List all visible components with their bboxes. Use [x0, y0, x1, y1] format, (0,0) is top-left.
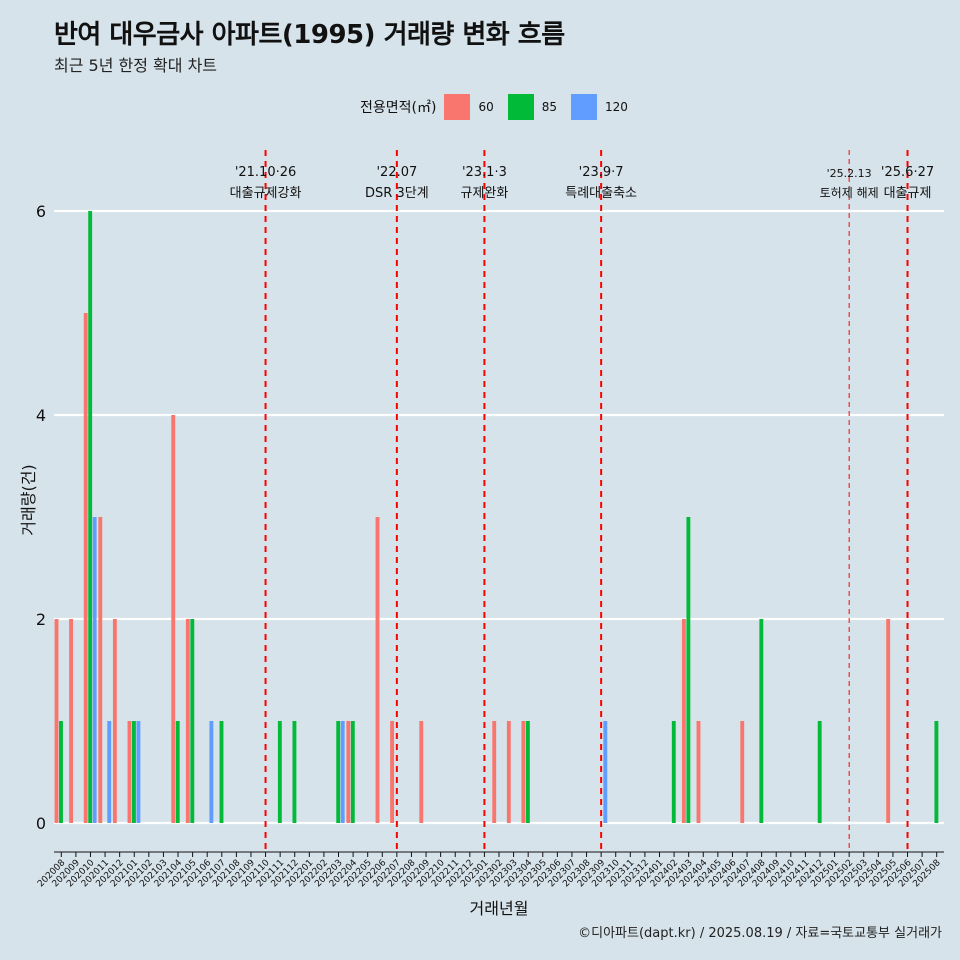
- bar-60-202207: [390, 721, 395, 823]
- bar-60-202209: [419, 721, 424, 823]
- x-axis-title: 거래년월: [470, 899, 529, 918]
- bar-85-202107: [219, 721, 224, 823]
- bar-85-202111: [277, 721, 282, 823]
- bar-60-202304: [521, 721, 526, 823]
- bar-60-202407: [740, 721, 745, 823]
- bar-60-202403: [681, 619, 686, 823]
- bar-85-202008: [59, 721, 63, 823]
- event-date-label: '23.9·7: [579, 165, 624, 180]
- bar-120-202309: [603, 721, 608, 823]
- bar-85-202104: [175, 721, 180, 823]
- y-tick-label: 6: [36, 202, 46, 221]
- bar-85-202010: [88, 211, 93, 823]
- event-date-label: '22.07: [376, 165, 417, 180]
- legend-item-60: 60: [444, 94, 494, 120]
- event-date-label: '25.6·27: [881, 165, 934, 180]
- bar-85-202112: [292, 721, 297, 823]
- bar-60-202105: [185, 619, 190, 823]
- bar-60-202012: [112, 619, 117, 823]
- bar-85-202304: [525, 721, 530, 823]
- bar-85-202105: [190, 619, 195, 823]
- bar-85-202508: [934, 721, 939, 823]
- event-label: DSR 3단계: [365, 186, 429, 201]
- legend-item-120: 120: [571, 94, 628, 120]
- legend-swatch-85: [507, 94, 534, 120]
- bar-120-202203: [340, 721, 345, 823]
- bar-85-202408: [759, 619, 764, 823]
- event-date-label: '21.10·26: [235, 165, 296, 180]
- bar-60-202010: [83, 313, 88, 823]
- bar-120-202011: [107, 721, 112, 823]
- bar-85-202204: [350, 721, 355, 823]
- event-label: 토허제 해제: [820, 186, 879, 200]
- legend-label-85: 85: [541, 100, 558, 114]
- event-date-label: '23.1·3: [462, 165, 507, 180]
- legend-swatch-120: [571, 94, 598, 120]
- bar-60-202303: [506, 721, 511, 823]
- legend: 전용면적(㎡) 60 85 120: [360, 93, 642, 121]
- event-date-label: '25.2.13: [827, 167, 872, 180]
- bar-60-202206: [375, 517, 380, 823]
- bar-60-202302: [492, 721, 497, 823]
- y-tick-label: 0: [36, 814, 46, 833]
- event-label: 대출규제강화: [230, 186, 302, 201]
- y-tick-label: 2: [36, 610, 46, 629]
- bar-60-202505: [886, 619, 891, 823]
- source-caption: ©디아파트(dapt.kr) / 2025.08.19 / 자료=국토교통부 실…: [578, 926, 942, 941]
- legend-label-60: 60: [478, 100, 494, 114]
- bar-60-202011: [98, 517, 103, 823]
- legend-title: 전용면적(㎡): [360, 100, 437, 116]
- bar-60-202008: [54, 619, 59, 823]
- bar-85-202412: [817, 721, 822, 823]
- bar-120-202106: [209, 721, 214, 823]
- event-label: 규제완화: [460, 186, 508, 201]
- bar-60-202104: [171, 415, 176, 823]
- bar-120-202101: [136, 721, 141, 823]
- bar-85-202402: [671, 721, 676, 823]
- legend-item-85: 85: [507, 94, 558, 120]
- chart-title: 반여 대우금사 아파트(1995) 거래량 변화 흐름: [54, 20, 565, 50]
- y-tick-label: 4: [36, 406, 46, 425]
- legend-swatch-60: [444, 94, 471, 120]
- bar-60-202204: [346, 721, 351, 823]
- bar-120-202010: [92, 517, 97, 823]
- bar-60-202009: [69, 619, 74, 823]
- legend-label-120: 120: [605, 100, 628, 114]
- event-label: 대출규제: [884, 186, 932, 201]
- bar-85-202203: [336, 721, 341, 823]
- y-axis-title: 거래량(건): [19, 464, 38, 535]
- bar-60-202101: [127, 721, 132, 823]
- bar-85-202101: [132, 721, 136, 823]
- chart-subtitle: 최근 5년 한정 확대 차트: [54, 56, 218, 75]
- bar-60-202404: [696, 721, 701, 823]
- event-label: 특례대출축소: [565, 186, 637, 201]
- bar-85-202403: [686, 517, 691, 823]
